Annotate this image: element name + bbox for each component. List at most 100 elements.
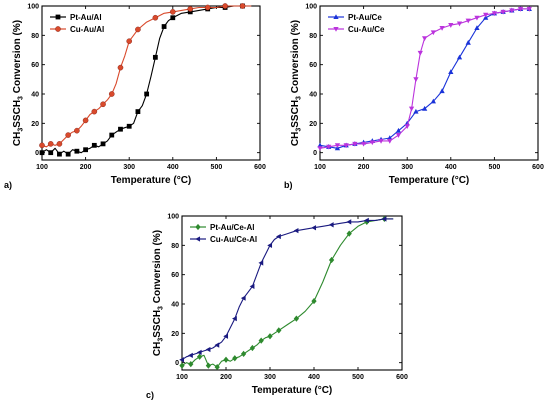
data-point: [483, 12, 489, 18]
data-point: [311, 225, 317, 231]
data-point: [456, 54, 463, 60]
data-point: [223, 356, 229, 363]
legend-swatch-marker: [333, 26, 339, 32]
x-tick-label: 600: [532, 164, 544, 171]
legend-swatch-marker: [333, 14, 339, 20]
data-point: [267, 333, 273, 340]
data-point: [293, 315, 300, 322]
data-point: [276, 233, 281, 240]
plot-frame: [41, 5, 261, 161]
series-Cu-Au/Ce: [317, 6, 532, 152]
plot-frame: [319, 5, 539, 161]
legend-swatch-marker: [195, 223, 201, 231]
data-point: [395, 127, 402, 133]
y-tick-label: 100: [167, 214, 179, 221]
series-Pt-Au/Al: [39, 3, 252, 157]
legend-label: Pt-Au/Ce-Al: [210, 223, 254, 232]
data-point: [179, 362, 185, 369]
x-tick-label: 300: [401, 164, 413, 171]
data-point: [65, 132, 71, 138]
data-point: [352, 141, 358, 147]
y-tick-label: 100: [305, 4, 317, 11]
data-point: [276, 327, 282, 334]
data-point: [439, 25, 445, 31]
data-point: [100, 101, 106, 108]
y-tick-label: 60: [171, 272, 179, 279]
panel-label: a): [4, 180, 12, 190]
data-point: [474, 25, 480, 31]
data-point: [126, 123, 132, 129]
data-point: [404, 120, 410, 126]
x-tick-label: 200: [80, 164, 92, 171]
data-point: [387, 138, 393, 144]
data-point: [267, 242, 273, 248]
data-point: [317, 146, 323, 152]
data-point: [326, 144, 332, 150]
data-point: [465, 18, 471, 24]
legend-label: Cu-Au/Ce-Al: [210, 235, 257, 244]
data-point: [135, 109, 141, 114]
data-point: [317, 142, 323, 148]
data-point: [422, 105, 428, 111]
y-tick-label: 80: [31, 33, 39, 40]
data-point: [232, 316, 237, 322]
x-tick-label: 400: [167, 164, 179, 171]
data-point: [196, 353, 203, 360]
data-point: [205, 362, 212, 369]
x-tick-label: 100: [314, 164, 326, 171]
legend-swatch-marker: [195, 236, 201, 242]
data-point: [491, 11, 498, 17]
data-point: [517, 6, 524, 12]
data-point: [214, 363, 220, 371]
y-tick-label: 80: [171, 243, 179, 250]
y-tick-label: 80: [309, 33, 317, 40]
data-point: [56, 141, 63, 147]
x-axis-title: Temperature (°C): [389, 175, 470, 186]
y-tick-label: 0: [35, 150, 39, 157]
y-tick-label: 20: [31, 121, 39, 128]
data-point: [378, 138, 384, 144]
data-point: [293, 228, 299, 234]
data-point: [83, 147, 88, 153]
data-point: [448, 69, 454, 75]
data-point: [311, 297, 317, 305]
data-point: [343, 143, 349, 149]
data-point: [465, 39, 471, 45]
data-point: [196, 349, 202, 356]
x-tick-label: 200: [358, 164, 370, 171]
data-point: [126, 38, 132, 45]
y-tick-label: 40: [171, 302, 179, 309]
data-point: [39, 142, 45, 149]
data-point: [387, 135, 393, 141]
data-point: [526, 6, 532, 12]
data-point: [135, 26, 141, 33]
data-point: [57, 151, 62, 157]
y-tick-label: 20: [309, 121, 317, 128]
data-point: [404, 124, 410, 130]
data-point: [214, 342, 220, 348]
x-tick-label: 300: [264, 374, 276, 381]
data-point: [346, 219, 352, 225]
x-axis-title: Temperature (°C): [111, 175, 192, 186]
chart-panel-2: 100 200 300 400 500 600 0 20 40 60 80 100 Temperatur…: [284, 4, 544, 191]
data-point: [161, 24, 167, 29]
y-tick-label: 40: [309, 92, 317, 99]
x-tick-label: 100: [36, 164, 48, 171]
y-tick-label: 100: [27, 4, 39, 11]
y-tick-label: 60: [309, 62, 317, 69]
series-Cu-Au/Al: [39, 3, 252, 149]
data-point: [239, 3, 246, 9]
y-tick-label: 60: [31, 62, 39, 69]
data-point: [152, 14, 159, 21]
legend-label: Pt-Au/Ce: [348, 13, 382, 22]
data-point: [187, 6, 194, 12]
data-point: [74, 127, 80, 134]
x-tick-label: 500: [211, 164, 223, 171]
data-point: [408, 106, 415, 112]
data-point: [240, 350, 247, 357]
data-point: [395, 133, 402, 138]
data-point: [439, 88, 445, 94]
plot-frame: [181, 215, 403, 371]
data-point: [346, 230, 352, 237]
